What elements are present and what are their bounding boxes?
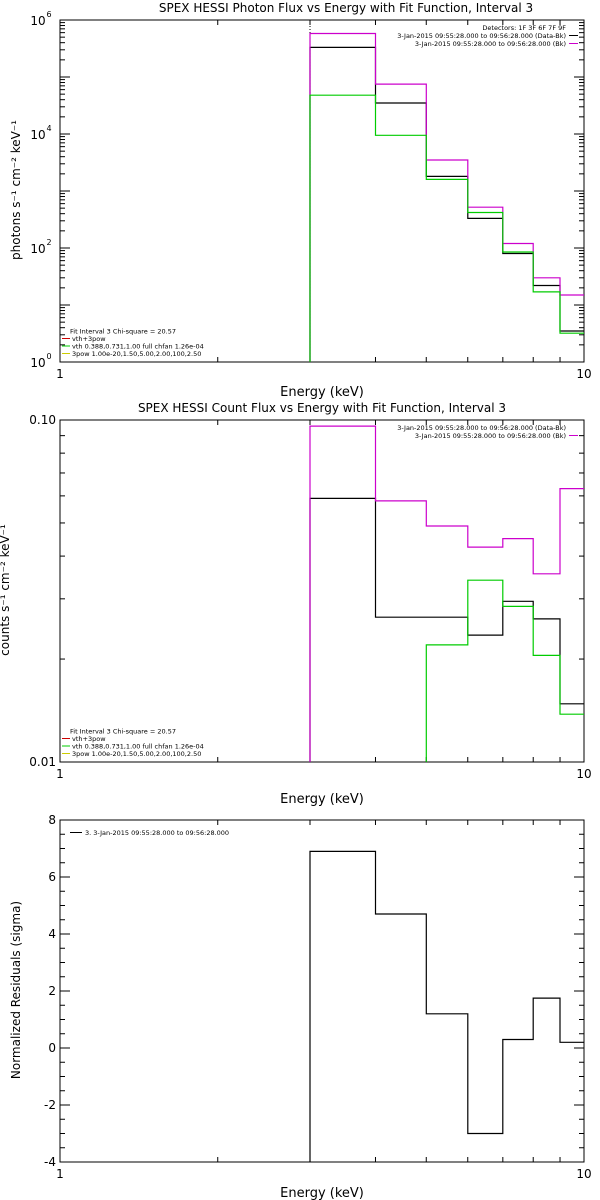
- y-tick-label: 10: [30, 242, 45, 256]
- x-tick-label: 1: [56, 367, 64, 381]
- legend-entry: 3. 3-Jan-2015 09:55:28.000 to 09:56:28.0…: [85, 829, 229, 837]
- y-tick-label: 2: [48, 984, 56, 998]
- plot-frame: [59, 19, 585, 363]
- y-tick-label: 0.01: [29, 755, 56, 769]
- series-step-line: [309, 425, 584, 762]
- y-tick-label: 10: [30, 14, 45, 28]
- series-step-line: [309, 46, 584, 362]
- y-axis-label: counts s⁻¹ cm⁻² keV⁻¹: [0, 524, 12, 656]
- count-flux-panel: SPEX HESSI Count Flux vs Energy with Fit…: [0, 401, 592, 807]
- x-axis-label: Energy (keV): [280, 792, 364, 807]
- x-tick-label: 1: [56, 1167, 64, 1181]
- fit-legend-line: 3pow 1.00e-20,1.50,5.00,2.00,100,2.50: [72, 750, 201, 758]
- fit-legend-line: vth 0.388,0.731,1.00 full chfan 1.26e-04: [72, 743, 204, 751]
- y-tick-label-exponent: 6: [46, 10, 51, 19]
- chart-title: SPEX HESSI Count Flux vs Energy with Fit…: [138, 401, 506, 415]
- y-tick-label: 8: [48, 813, 56, 827]
- plot-frame: [59, 419, 585, 763]
- y-tick-label: 10: [30, 356, 45, 370]
- x-tick-label: 10: [576, 367, 591, 381]
- y-tick-label: 10: [30, 128, 45, 142]
- x-axis-label: Energy (keV): [280, 385, 364, 400]
- series-step-line: [309, 94, 584, 362]
- plot-frame: [59, 819, 585, 1163]
- y-axis-label: Normalized Residuals (sigma): [9, 901, 23, 1079]
- series-step-line: [309, 497, 584, 762]
- plot-marks: 1 10 -4 -2 0 2 4 6 8 3. 3-Jan-2015 09:55:28.000 t…: [44, 813, 592, 1181]
- header-line: 3-Jan-2015 09:55:28.000 to 09:56:28.000 …: [415, 432, 566, 440]
- header-line: Detectors: 1F 3F 6F 7F 9F: [482, 24, 566, 32]
- series-step-line: [425, 579, 584, 762]
- y-tick-label: 0.10: [29, 413, 56, 427]
- chart-title: SPEX HESSI Photon Flux vs Energy with Fi…: [159, 1, 533, 15]
- y-tick-label: 6: [48, 870, 56, 884]
- y-tick-label-exponent: 2: [46, 238, 51, 247]
- series-step-line: [309, 32, 584, 362]
- fit-legend-line: vth 0.388,0.731,1.00 full chfan 1.26e-04: [72, 343, 204, 351]
- y-tick-label: -2: [44, 1098, 56, 1112]
- y-axis-label: photons s⁻¹ cm⁻² keV⁻¹: [9, 120, 23, 260]
- fit-legend-line: Fit Interval 3 Chi-square = 20.57: [70, 328, 176, 336]
- plot-marks: 1 10 0.01 0.10 3-Jan-2015 09:55:28.000 to 09…: [29, 413, 591, 781]
- y-tick-label-exponent: 4: [46, 124, 51, 133]
- header-line: 3-Jan-2015 09:55:28.000 to 09:56:28.000 …: [415, 40, 566, 48]
- fit-legend-line: vth+3pow: [72, 335, 106, 343]
- fit-legend-line: vth+3pow: [72, 735, 106, 743]
- x-tick-label: 1: [56, 767, 64, 781]
- fit-legend-line: 3pow 1.00e-20,1.50,5.00,2.00,100,2.50: [72, 350, 201, 358]
- header-line: 3-Jan-2015 09:55:28.000 to 09:56:28.000 …: [397, 424, 566, 432]
- y-tick-label: 0: [48, 1041, 56, 1055]
- x-axis-label: Energy (keV): [280, 1186, 364, 1200]
- y-tick-label: 4: [48, 927, 56, 941]
- header-line: 3-Jan-2015 09:55:28.000 to 09:56:28.000 …: [397, 32, 566, 40]
- y-tick-label: -4: [44, 1155, 56, 1169]
- x-tick-label: 10: [576, 767, 591, 781]
- x-tick-label: 10: [576, 1167, 591, 1181]
- series-step-line: [309, 850, 584, 1162]
- y-tick-label-exponent: 0: [46, 352, 51, 361]
- photon-flux-panel: SPEX HESSI Photon Flux vs Energy with Fi…: [9, 1, 592, 400]
- fit-legend-line: Fit Interval 3 Chi-square = 20.57: [70, 728, 176, 736]
- residuals-panel: Energy (keV) Normalized Residuals (sigma…: [9, 813, 592, 1200]
